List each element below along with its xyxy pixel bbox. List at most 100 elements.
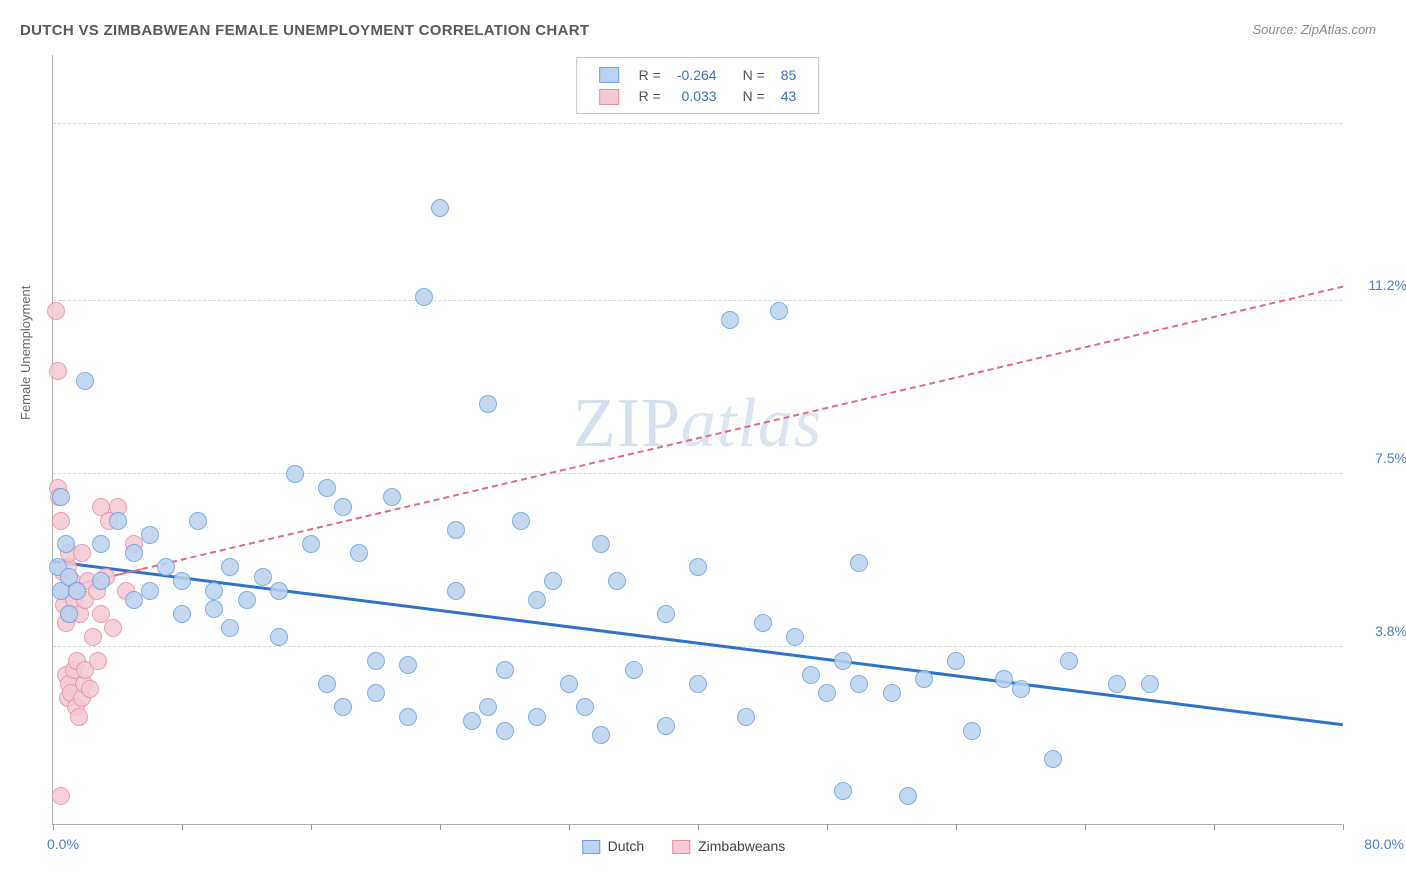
trend-line — [53, 560, 1343, 726]
data-point — [528, 708, 546, 726]
data-point — [367, 684, 385, 702]
data-point — [560, 675, 578, 693]
data-point — [254, 568, 272, 586]
data-point — [157, 558, 175, 576]
data-point — [415, 288, 433, 306]
x-tick — [440, 824, 441, 830]
trend-line — [141, 285, 1343, 569]
data-point — [657, 605, 675, 623]
data-point — [447, 582, 465, 600]
legend-swatch — [582, 840, 600, 854]
data-point — [205, 582, 223, 600]
data-point — [270, 582, 288, 600]
data-point — [173, 605, 191, 623]
data-point — [995, 670, 1013, 688]
data-point — [737, 708, 755, 726]
gridline — [53, 300, 1342, 301]
data-point — [334, 498, 352, 516]
data-point — [109, 512, 127, 530]
y-tick-label: 7.5% — [1375, 450, 1406, 466]
data-point — [1012, 680, 1030, 698]
x-tick — [1343, 824, 1344, 830]
data-point — [512, 512, 530, 530]
data-point — [52, 512, 70, 530]
data-point — [73, 544, 91, 562]
data-point — [189, 512, 207, 530]
data-point — [963, 722, 981, 740]
gridline — [53, 123, 1342, 124]
data-point — [49, 362, 67, 380]
data-point — [479, 395, 497, 413]
x-tick — [182, 824, 183, 830]
data-point — [318, 479, 336, 497]
data-point — [657, 717, 675, 735]
data-point — [399, 656, 417, 674]
data-point — [592, 726, 610, 744]
x-tick-label: 0.0% — [47, 836, 79, 852]
data-point — [576, 698, 594, 716]
x-tick — [1085, 824, 1086, 830]
chart-title: DUTCH VS ZIMBABWEAN FEMALE UNEMPLOYMENT … — [20, 22, 589, 39]
data-point — [399, 708, 417, 726]
data-point — [270, 628, 288, 646]
y-tick-label: 3.8% — [1375, 623, 1406, 639]
data-point — [850, 675, 868, 693]
data-point — [92, 572, 110, 590]
data-point — [52, 488, 70, 506]
data-point — [496, 722, 514, 740]
data-point — [544, 572, 562, 590]
data-point — [221, 619, 239, 637]
data-point — [802, 666, 820, 684]
data-point — [899, 787, 917, 805]
data-point — [754, 614, 772, 632]
data-point — [947, 652, 965, 670]
data-point — [173, 572, 191, 590]
series-legend: Dutch Zimbabweans — [582, 838, 814, 854]
data-point — [431, 199, 449, 217]
data-point — [334, 698, 352, 716]
data-point — [238, 591, 256, 609]
chart-plot-area: ZIPatlas R =-0.264N =85R =0.033N =43 Dut… — [52, 55, 1342, 825]
data-point — [350, 544, 368, 562]
data-point — [479, 698, 497, 716]
data-point — [84, 628, 102, 646]
data-point — [57, 535, 75, 553]
data-point — [834, 652, 852, 670]
data-point — [1108, 675, 1126, 693]
data-point — [318, 675, 336, 693]
data-point — [104, 619, 122, 637]
data-point — [1044, 750, 1062, 768]
data-point — [286, 465, 304, 483]
x-tick — [956, 824, 957, 830]
x-tick — [53, 824, 54, 830]
data-point — [68, 582, 86, 600]
data-point — [125, 591, 143, 609]
data-point — [141, 582, 159, 600]
data-point — [76, 372, 94, 390]
x-tick — [311, 824, 312, 830]
data-point — [818, 684, 836, 702]
data-point — [625, 661, 643, 679]
data-point — [89, 652, 107, 670]
x-tick-label: 80.0% — [1364, 836, 1404, 852]
data-point — [70, 708, 88, 726]
data-point — [81, 680, 99, 698]
legend-swatch — [672, 840, 690, 854]
data-point — [915, 670, 933, 688]
gridline — [53, 473, 1342, 474]
data-point — [850, 554, 868, 572]
x-tick — [698, 824, 699, 830]
correlation-legend: R =-0.264N =85R =0.033N =43 — [576, 57, 820, 114]
data-point — [302, 535, 320, 553]
x-tick — [569, 824, 570, 830]
data-point — [383, 488, 401, 506]
data-point — [367, 652, 385, 670]
data-point — [689, 675, 707, 693]
y-axis-label: Female Unemployment — [18, 286, 33, 420]
data-point — [496, 661, 514, 679]
data-point — [47, 302, 65, 320]
data-point — [592, 535, 610, 553]
source-attribution: Source: ZipAtlas.com — [1252, 22, 1376, 37]
data-point — [786, 628, 804, 646]
data-point — [721, 311, 739, 329]
